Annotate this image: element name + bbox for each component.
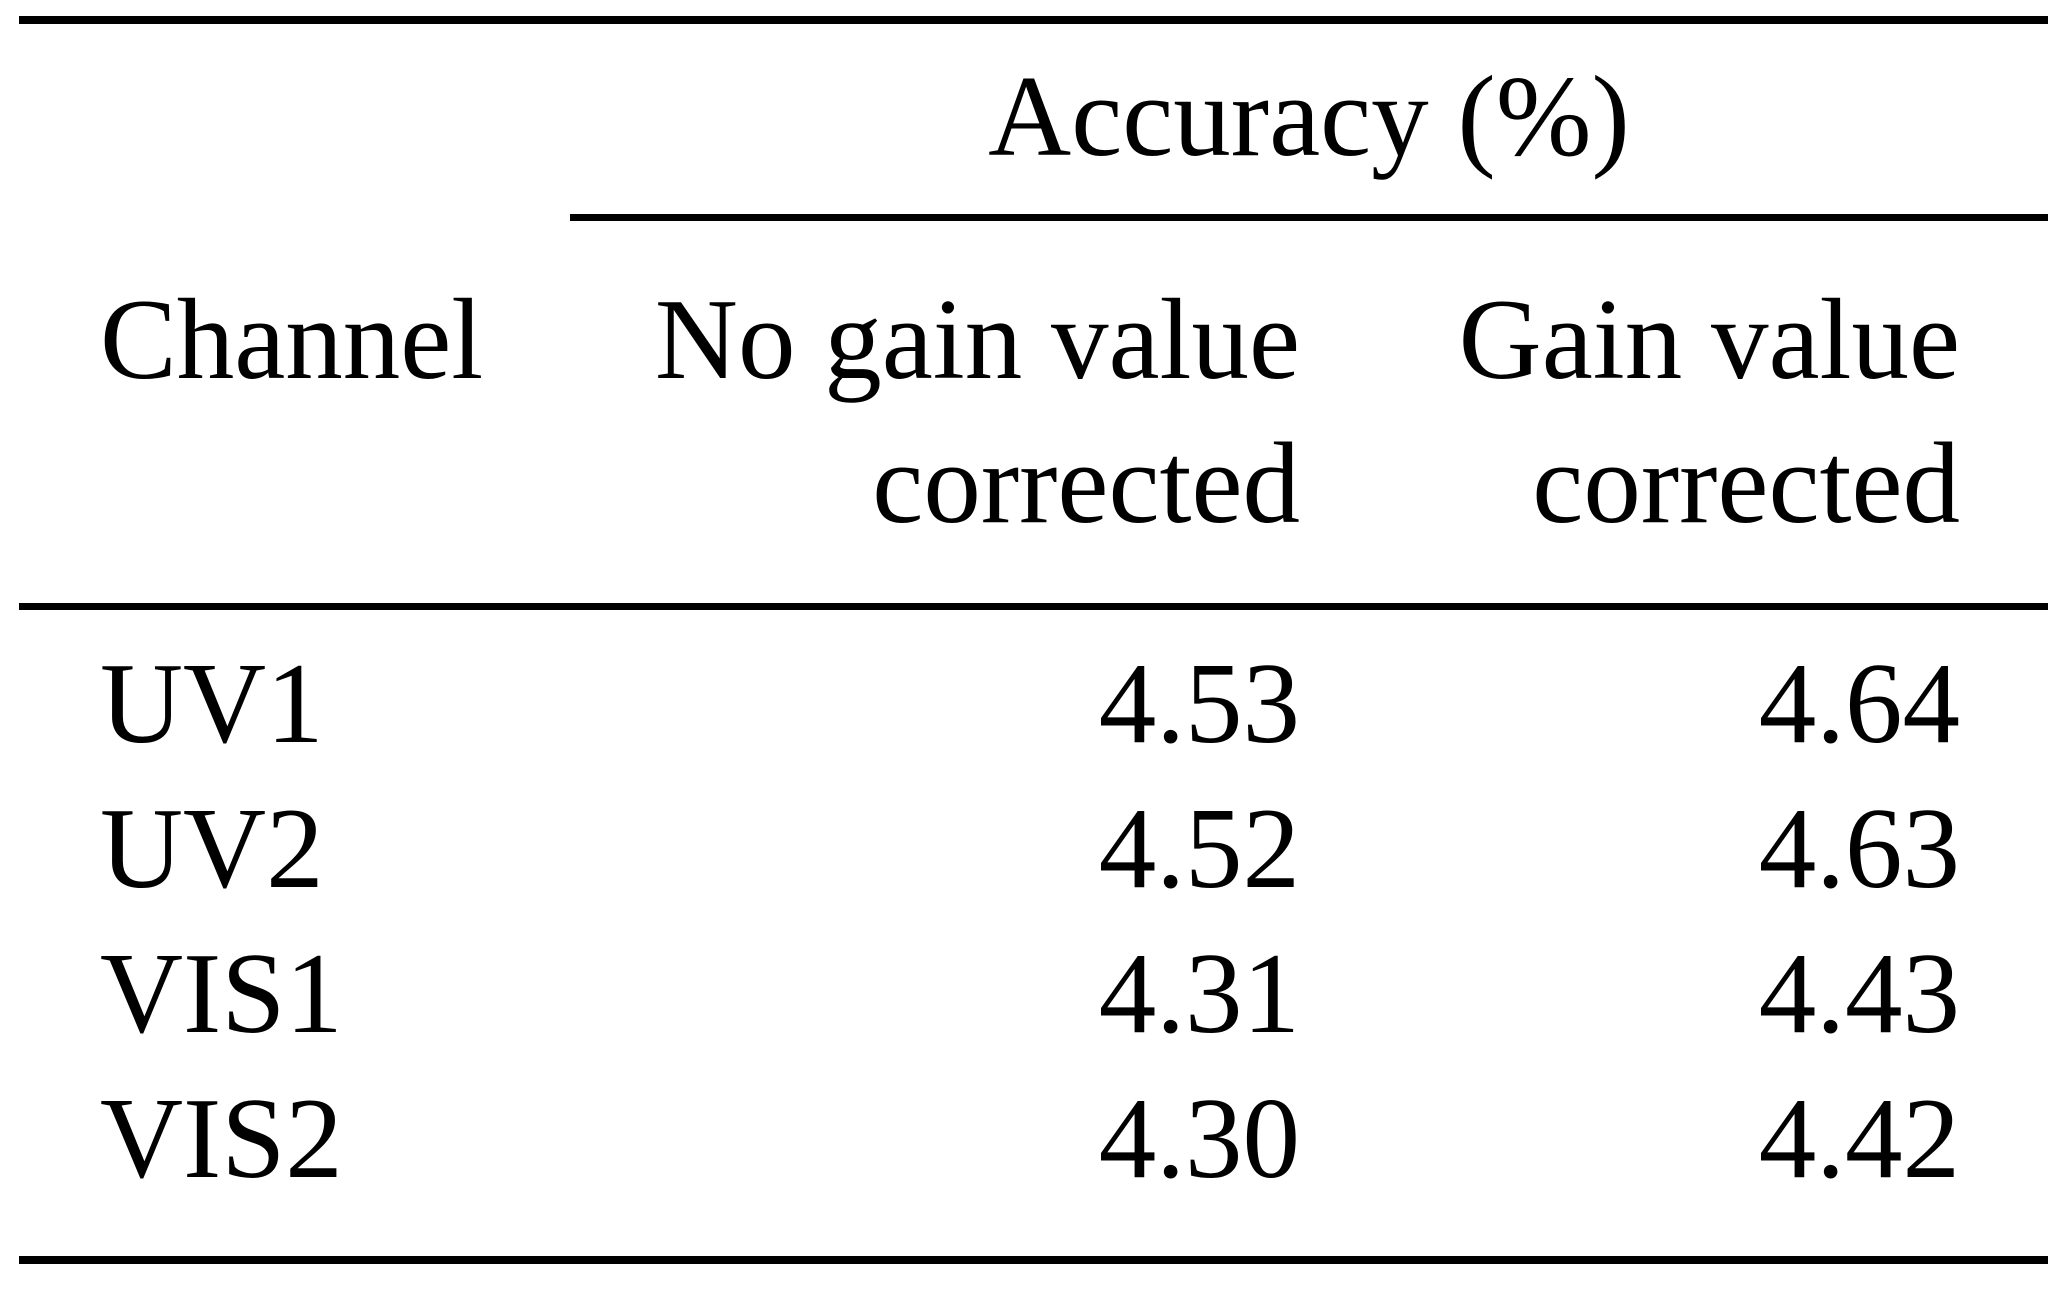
column-header-gain-line1: Gain value [1458, 276, 1960, 403]
row-no-gain-value: 4.30 [1098, 1075, 1300, 1202]
row-channel-label: VIS1 [100, 930, 343, 1057]
row-gain-value: 4.63 [1758, 785, 1960, 912]
row-gain-value: 4.43 [1758, 930, 1960, 1057]
top-rule [19, 16, 2048, 24]
row-no-gain-value: 4.53 [1098, 640, 1300, 767]
row-no-gain-value: 4.52 [1098, 785, 1300, 912]
header-body-divider-rule [19, 603, 2048, 610]
row-channel-label: UV1 [100, 640, 324, 767]
row-channel-label: VIS2 [100, 1075, 343, 1202]
accuracy-spanner-heading: Accuracy (%) [988, 53, 1630, 180]
row-gain-value: 4.64 [1758, 640, 1960, 767]
row-gain-value: 4.42 [1758, 1075, 1960, 1202]
row-channel-label: UV2 [100, 785, 324, 912]
column-header-no-gain-line1: No gain value [654, 276, 1300, 403]
column-header-channel: Channel [100, 276, 484, 403]
column-header-no-gain-line2: corrected [872, 420, 1300, 547]
bottom-rule [19, 1256, 2048, 1264]
column-header-gain-line2: corrected [1532, 420, 1960, 547]
accuracy-spanner-rule [570, 214, 2048, 221]
row-no-gain-value: 4.31 [1098, 930, 1300, 1057]
